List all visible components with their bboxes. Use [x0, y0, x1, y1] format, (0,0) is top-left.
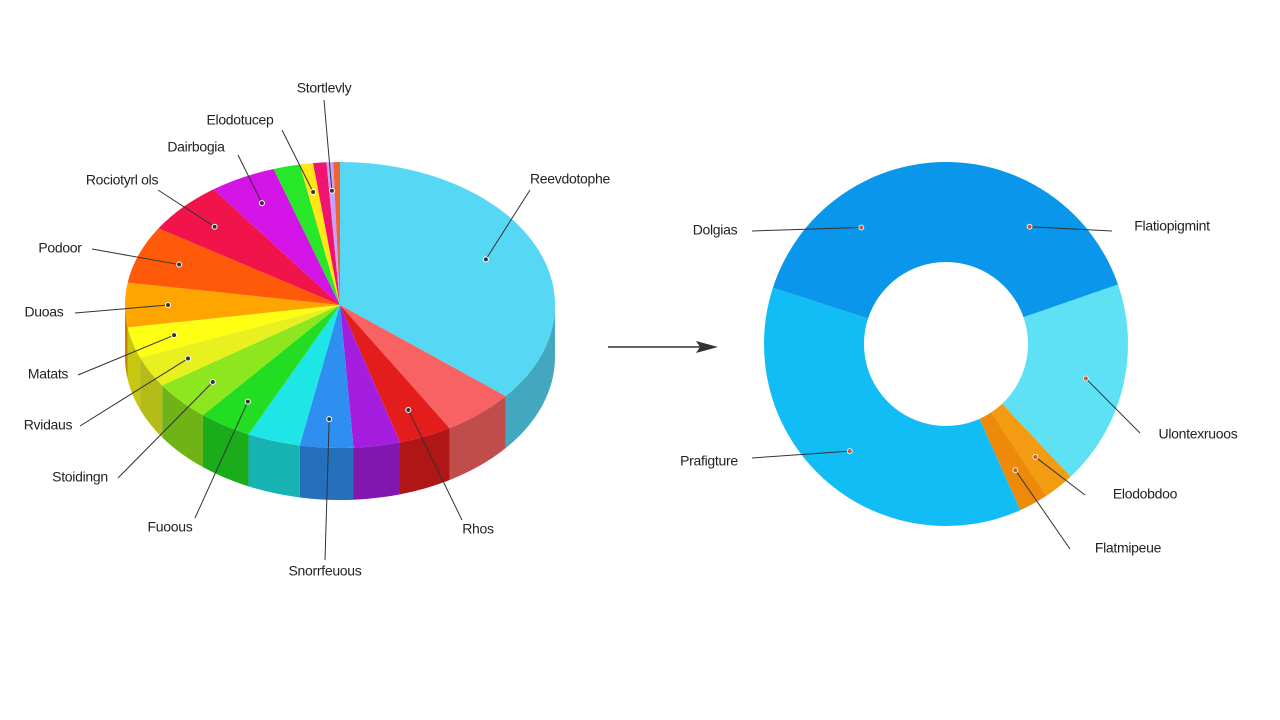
leader-line [1035, 456, 1086, 496]
leader-line [1029, 226, 1113, 232]
slice [248, 305, 340, 446]
slice-label: Dolgias [693, 222, 738, 238]
leader-dot [209, 378, 216, 385]
slice [140, 305, 340, 386]
slice-label: Elodobdoo [1113, 486, 1178, 502]
slice-label: Flatmipeue [1095, 540, 1162, 556]
leader-dot [1082, 375, 1089, 382]
slice-side [505, 305, 555, 449]
slice-label: Duoas [25, 304, 64, 320]
donut-slice [1002, 284, 1128, 477]
leader-dot [858, 224, 865, 231]
slice-side [248, 434, 300, 498]
slice-side [140, 357, 163, 438]
slice-label: Rociotyrl ols [86, 172, 159, 188]
donut-slice [764, 287, 1021, 527]
leader-dot [1032, 454, 1039, 460]
leader-line [281, 129, 314, 193]
slice [313, 162, 340, 305]
slice [213, 168, 340, 305]
leader-line [194, 401, 249, 519]
leader-dot [184, 355, 191, 362]
slice [299, 305, 354, 449]
slice-label: Prafigture [680, 453, 738, 469]
leader-dot [310, 189, 317, 196]
leader-dot [846, 448, 853, 455]
slice-label: Rhos [462, 521, 494, 537]
leader-line [117, 381, 214, 479]
slice-label: Matats [28, 366, 69, 382]
leader-line [751, 450, 850, 459]
slice-label: Podoor [38, 240, 82, 256]
leader-line [74, 304, 169, 314]
slice-side [127, 327, 141, 410]
slice [273, 164, 340, 305]
slice-label: Stoidingn [52, 469, 108, 485]
arrow-head [696, 341, 718, 353]
leader-line [485, 189, 531, 260]
leader-line [237, 154, 263, 204]
leader-line [323, 99, 333, 191]
donut-slice [979, 412, 1047, 511]
leader-dot [326, 416, 333, 423]
slice-label: Elodotucep [206, 112, 274, 128]
arrow [608, 341, 718, 353]
slice-side [125, 305, 128, 380]
leader-line [157, 189, 215, 228]
slice [202, 305, 340, 435]
donut-slice [991, 403, 1071, 496]
slice-label: Dairbogia [167, 139, 225, 155]
slice-label: Ulontexruoos [1159, 426, 1238, 442]
leader-dot [482, 256, 489, 263]
slice [340, 305, 506, 429]
leader-line [751, 227, 862, 232]
leader-line [77, 334, 175, 376]
leader-dot [211, 223, 218, 230]
slice-side [449, 396, 506, 481]
slice [299, 163, 340, 305]
slice-label: Flatiopigmint [1134, 218, 1210, 234]
slice [127, 305, 340, 358]
leader-dot [176, 261, 183, 268]
slice-side [399, 428, 450, 495]
leader-dot [244, 398, 251, 405]
leader-line [1014, 469, 1071, 550]
slice-label: Snorrfeuous [289, 563, 362, 579]
slice-label: Fuoous [148, 519, 193, 535]
leader-line [79, 358, 189, 427]
leader-dot [328, 187, 335, 194]
slice-side [299, 445, 354, 500]
leader-dot [258, 200, 265, 207]
leader-line [91, 248, 180, 266]
donut-slice [946, 162, 1119, 318]
leader-line [1085, 378, 1141, 434]
slice-side [353, 442, 400, 500]
slice [158, 189, 340, 305]
slice [333, 162, 340, 305]
slice-label: Stortlevly [297, 80, 352, 96]
leader-dot [171, 332, 178, 339]
slice [127, 228, 340, 305]
leader-line [407, 409, 463, 521]
slice-side [162, 385, 203, 468]
slice [340, 162, 555, 397]
slice-label: Reevdotophe [530, 171, 611, 187]
leader-dot [1026, 223, 1033, 230]
slice [340, 305, 450, 443]
leader-dot [1012, 467, 1019, 474]
slice [340, 305, 400, 448]
slice-label: Rvidaus [24, 417, 73, 433]
leader-dot [165, 302, 171, 308]
leader-dot [405, 406, 412, 413]
slice [125, 282, 341, 328]
leader-line [324, 419, 330, 561]
donut-slice [772, 162, 946, 319]
slice [326, 162, 340, 305]
